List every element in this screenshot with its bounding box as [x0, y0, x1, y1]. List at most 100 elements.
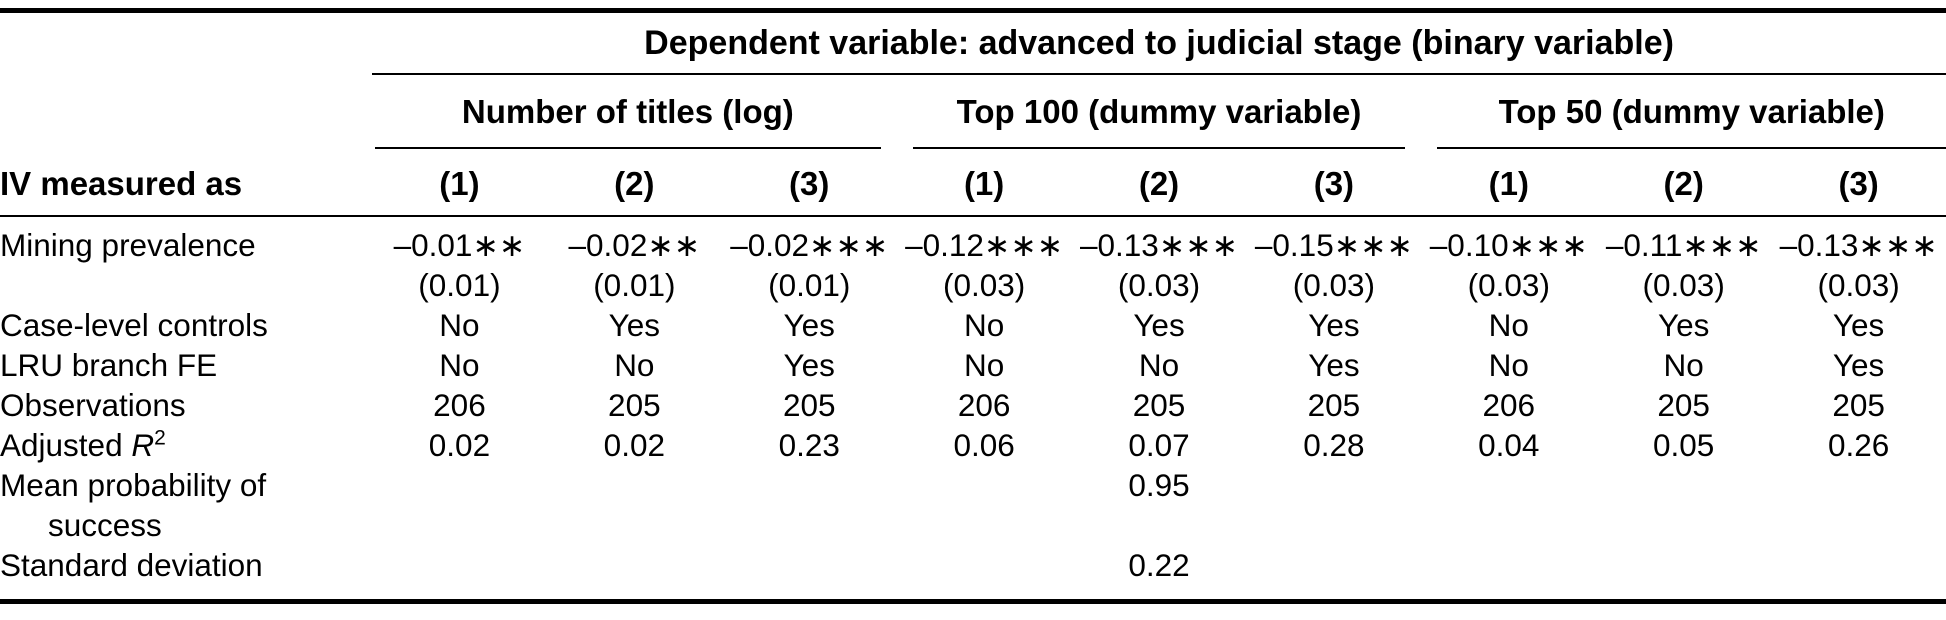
group-underline-top-50: Top 50 (dummy variable): [1437, 77, 1946, 149]
meanprob-cell: [547, 465, 722, 545]
meanprob-cell: [897, 465, 1072, 545]
sd-cell: [547, 545, 722, 602]
row-label-adjusted-r2: Adjusted R2: [0, 425, 372, 465]
fe-cell: Yes: [1308, 347, 1360, 383]
adjusted-r2-prefix: Adjusted: [0, 427, 132, 463]
se-cell: (0.01): [593, 267, 676, 303]
mean-probability-line2: success: [48, 507, 162, 543]
dependent-variable-row: Dependent variable: advanced to judicial…: [0, 10, 1946, 75]
sd-cell: [897, 545, 1072, 602]
row-label-standard-deviation: Standard deviation: [0, 547, 263, 583]
se-cell: (0.01): [768, 267, 851, 303]
controls-cell: No: [963, 307, 1005, 343]
col-header-top50-1: (1): [1421, 153, 1597, 217]
controls-cell: Yes: [1308, 307, 1360, 343]
controls-cell: Yes: [783, 307, 835, 343]
col-header-top100-3: (3): [1246, 153, 1422, 217]
meanprob-cell: [1246, 465, 1421, 545]
group-header-number-of-titles: Number of titles (log): [372, 74, 897, 153]
fe-cell: Yes: [783, 347, 835, 383]
obs-cell: 206: [957, 387, 1011, 423]
lru-branch-fe-row: LRU branch FE No No Yes No No Yes No No …: [0, 345, 1946, 385]
sd-cell: [372, 545, 547, 602]
controls-cell: Yes: [1832, 307, 1885, 343]
se-cell: (0.03): [1292, 267, 1376, 303]
case-level-controls-row: Case-level controls No Yes Yes No Yes Ye…: [0, 305, 1946, 345]
group-row-spacer: [0, 74, 372, 153]
obs-cell: 206: [1482, 387, 1536, 423]
fe-cell: No: [1663, 347, 1704, 383]
r2-cell: 0.04: [1478, 427, 1540, 463]
row-label-mean-probability: Mean probability of success: [0, 465, 372, 545]
iv-measured-as-label: IV measured as: [0, 153, 372, 217]
group-label-number-of-titles: Number of titles (log): [461, 93, 794, 130]
col-header-titles-1: (1): [372, 153, 547, 217]
se-cell: (0.03): [1117, 267, 1201, 303]
standard-error-row: (0.01) (0.01) (0.01) (0.03) (0.03) (0.03…: [0, 265, 1946, 305]
observations-row: Observations 206 205 205 206 205 205 206…: [0, 385, 1946, 425]
obs-cell: 205: [782, 387, 836, 423]
controls-cell: No: [1488, 307, 1529, 343]
coef-cell: –0.01∗∗: [393, 227, 526, 263]
controls-cell: Yes: [1657, 307, 1710, 343]
obs-cell: 205: [1832, 387, 1885, 423]
meanprob-cell: [1596, 465, 1771, 545]
meanprob-cell: [722, 465, 897, 545]
controls-cell: No: [439, 307, 480, 343]
sd-cell: [1246, 545, 1421, 602]
r2-cell: 0.05: [1653, 427, 1715, 463]
coef-cell: –0.11∗∗∗: [1605, 227, 1762, 263]
se-cell: (0.01): [418, 267, 501, 303]
r-symbol: R: [131, 427, 155, 463]
sd-cell: [722, 545, 897, 602]
group-underline-titles: Number of titles (log): [375, 77, 881, 149]
mining-prevalence-row: Mining prevalence –0.01∗∗ –0.02∗∗ –0.02∗…: [0, 216, 1946, 265]
r2-cell: 0.02: [428, 427, 491, 463]
dependent-variable-header: Dependent variable: advanced to judicial…: [372, 10, 1946, 75]
sd-cell: [1771, 545, 1946, 602]
obs-cell: 205: [608, 387, 661, 423]
corner-spacer: [0, 11, 372, 75]
coef-cell: –0.13∗∗∗: [1080, 227, 1239, 263]
r2-exponent: 2: [154, 426, 166, 450]
se-cell: (0.03): [942, 267, 1026, 303]
col-header-top50-2: (2): [1596, 153, 1772, 217]
coef-cell: –0.02∗∗: [568, 227, 701, 263]
column-number-row: IV measured as (1) (2) (3) (1) (2) (3) (…: [0, 153, 1946, 217]
r2-cell: 0.02: [603, 427, 665, 463]
regression-table: Dependent variable: advanced to judicial…: [0, 8, 1946, 604]
r2-cell: 0.26: [1827, 427, 1890, 463]
coef-cell: –0.02∗∗∗: [730, 227, 889, 263]
fe-cell: No: [1138, 347, 1180, 383]
coef-cell: –0.13∗∗∗: [1779, 227, 1938, 263]
meanprob-cell: [1421, 465, 1596, 545]
group-header-top-100: Top 100 (dummy variable): [897, 74, 1422, 153]
se-cell: (0.03): [1467, 267, 1550, 303]
row-label-lru-branch-fe: LRU branch FE: [0, 347, 218, 383]
adjusted-r2-row: Adjusted R2 0.02 0.02 0.23 0.06 0.07 0.2…: [0, 425, 1946, 465]
controls-cell: Yes: [1133, 307, 1185, 343]
col-header-top50-3: (3): [1771, 153, 1946, 217]
controls-cell: Yes: [608, 307, 661, 343]
fe-cell: No: [439, 347, 480, 383]
group-label-top-50: Top 50 (dummy variable): [1498, 93, 1885, 130]
col-header-titles-2: (2): [546, 153, 722, 217]
row-label-case-level-controls: Case-level controls: [0, 307, 268, 343]
obs-cell: 205: [1657, 387, 1710, 423]
mean-probability-line1: Mean probability of: [0, 467, 267, 503]
sd-cell: 0.22: [1128, 547, 1190, 583]
col-header-titles-3: (3): [721, 153, 897, 217]
group-label-top-100: Top 100 (dummy variable): [956, 93, 1362, 130]
sd-cell: [1596, 545, 1771, 602]
fe-cell: No: [1488, 347, 1529, 383]
obs-cell: 205: [1307, 387, 1361, 423]
se-cell: (0.03): [1642, 267, 1725, 303]
mean-probability-row: Mean probability of success 0.95: [0, 465, 1946, 545]
standard-deviation-row: Standard deviation 0.22: [0, 545, 1946, 602]
coef-cell: –0.15∗∗∗: [1254, 227, 1413, 263]
col-header-top100-2: (2): [1071, 153, 1247, 217]
r2-cell: 0.23: [778, 427, 840, 463]
meanprob-cell: [1771, 465, 1946, 545]
se-cell: (0.03): [1817, 267, 1900, 303]
